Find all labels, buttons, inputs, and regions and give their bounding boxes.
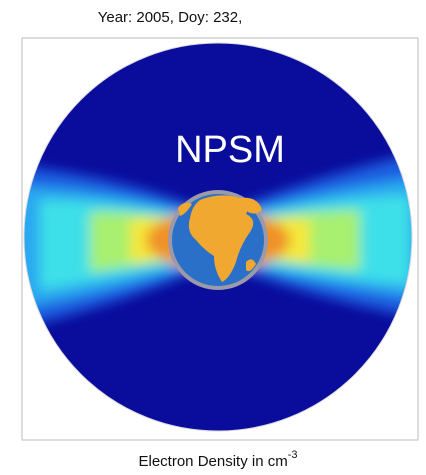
caption-superscript: -3 <box>288 449 298 461</box>
caption-text: Electron Density in cm <box>139 453 288 470</box>
caption: Electron Density in cm-3 <box>139 449 298 470</box>
page: Year: 2005, Doy: 232, NPSM Electron Dens… <box>0 0 426 475</box>
model-label: NPSM <box>175 129 285 171</box>
earth <box>168 190 268 290</box>
figure: Year: 2005, Doy: 232, NPSM Electron Dens… <box>0 0 426 475</box>
title: Year: 2005, Doy: 232, <box>98 9 243 26</box>
